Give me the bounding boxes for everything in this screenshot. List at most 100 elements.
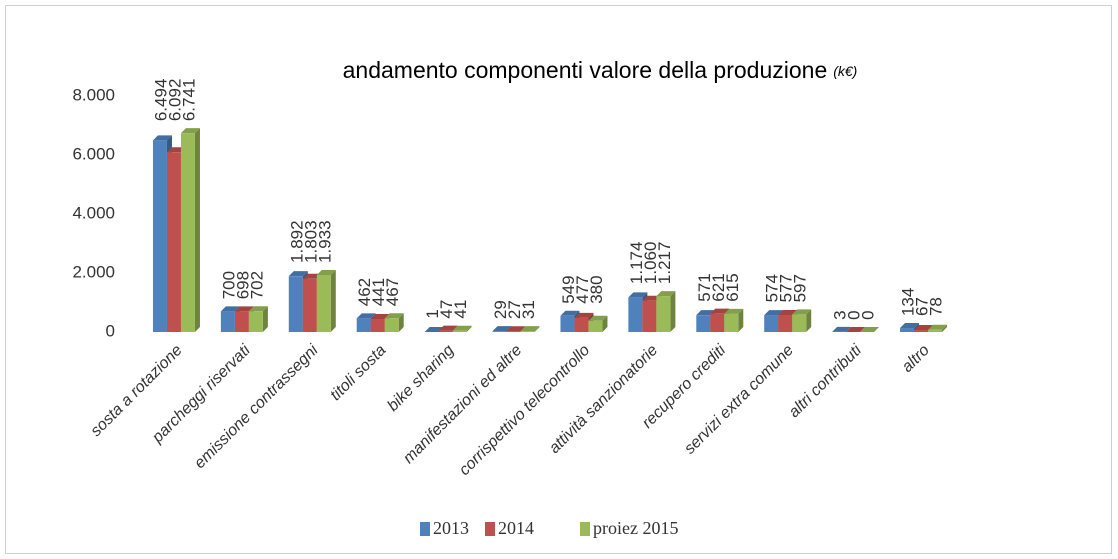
data-label: 477 [573,275,592,303]
bar [180,133,195,332]
y-tick-label: 8.000 [72,85,115,104]
bar-top [574,312,594,318]
data-label: 67 [913,297,932,316]
data-label: 0 [859,310,878,319]
bar [234,311,249,332]
bar-top [860,327,880,332]
bar-side [262,306,268,332]
title-text: andamento componenti valore della produz… [343,57,828,83]
data-label: 1.803 [301,220,320,263]
bar-top [846,327,866,332]
bar [438,330,453,332]
bar-top [220,306,240,312]
bar-side [738,308,744,332]
data-label: 615 [723,273,742,301]
bar [574,317,589,332]
title-unit: (k€) [833,63,857,79]
data-label: 1.217 [655,242,674,285]
data-label: 571 [695,273,714,301]
bar [656,296,671,332]
legend-label: proiez 2015 [593,518,678,538]
data-label: 6.741 [179,79,198,122]
bar-top [506,326,526,332]
data-label: 6.494 [151,79,170,122]
bar-top [710,308,730,314]
data-label: 27 [505,300,524,319]
bar-top [180,128,200,134]
bar [792,314,807,332]
y-tick-label: 6.000 [72,144,115,163]
bar-top [724,308,744,314]
chart-title: andamento componenti valore della produz… [343,57,858,83]
bar-top [452,325,472,331]
bar-side [846,326,852,332]
bar [152,140,167,332]
bar-top [356,313,376,319]
bar-top [492,326,512,332]
bar-top [234,306,254,312]
bar [724,313,739,332]
data-label: 597 [791,274,810,302]
bar [588,320,603,332]
bar [696,315,711,332]
bar-top [628,292,648,298]
bar [302,278,317,332]
bar [452,330,467,332]
legend-label: 2013 [433,518,469,538]
bar [384,318,399,332]
bar-top [928,324,948,330]
bar [628,297,643,332]
bar-top [248,306,268,312]
bar [900,328,915,332]
data-label: 1 [423,309,442,318]
bar-top [560,310,580,316]
data-label: 441 [369,278,388,306]
bar-top [438,325,458,331]
bar [560,315,575,332]
bar-top [384,313,404,319]
legend-label: 2014 [498,518,534,538]
bar [520,331,535,332]
data-label: 41 [451,300,470,319]
data-label: 3 [831,310,850,319]
data-label: 47 [437,300,456,319]
data-label: 700 [219,271,238,299]
bar-side [398,313,404,332]
bar-side [194,128,200,332]
data-label: 6.092 [165,79,184,122]
legend-swatch [580,522,590,536]
data-label: 29 [491,300,510,319]
bar-top [656,291,676,297]
data-label: 1.174 [627,242,646,285]
bar [166,152,181,332]
data-label: 549 [559,275,578,303]
bar-side [330,269,336,332]
bar-side [466,325,472,332]
bar [370,318,385,332]
data-label: 1.060 [641,242,660,285]
bar-top [792,309,812,315]
bar-top [152,135,172,141]
bar-top [778,309,798,315]
y-tick-label: 4.000 [72,203,115,222]
data-label: 380 [587,275,606,303]
bar-side [942,324,948,332]
data-label: 78 [927,297,946,316]
bar [316,274,331,332]
legend-swatch [485,522,495,536]
bar-side [602,315,608,332]
data-label: 1.892 [287,220,306,263]
data-label: 1.933 [315,220,334,263]
bar-side [806,309,812,332]
bar-top [316,269,336,275]
bar [764,315,779,332]
data-label: 698 [233,271,252,299]
bar [288,276,303,332]
data-label: 462 [355,278,374,306]
bar-top [900,323,920,329]
bar [220,311,235,332]
bar-side [534,326,540,332]
bar-top [288,271,308,277]
data-label: 467 [383,278,402,306]
